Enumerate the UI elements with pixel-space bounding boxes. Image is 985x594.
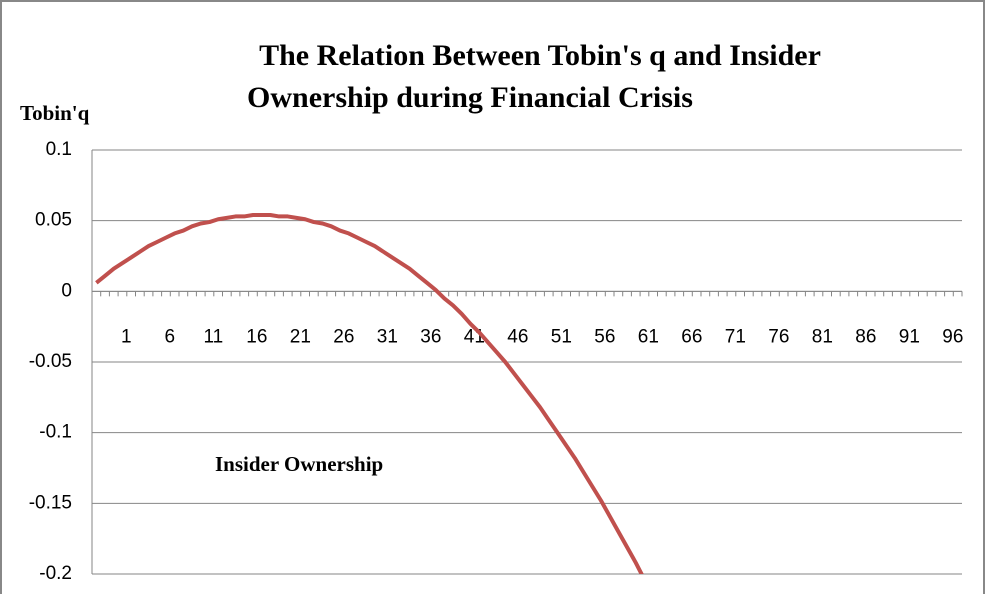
y-tick-label: 0.05	[35, 210, 72, 231]
x-tick-label: 31	[377, 326, 398, 347]
x-tick-label: 66	[681, 326, 702, 347]
y-tick-label: -0.15	[29, 492, 72, 513]
x-tick-label: 11	[203, 326, 223, 347]
y-tick-label: -0.05	[29, 351, 72, 372]
x-tick-label: 96	[942, 326, 963, 347]
y-tick-label: -0.1	[39, 422, 72, 443]
x-tick-label: 46	[507, 326, 528, 347]
y-tick-label: -0.2	[39, 563, 72, 584]
x-tick-label: 86	[855, 326, 876, 347]
x-tick-label: 21	[290, 326, 311, 347]
x-tick-label: 36	[420, 326, 441, 347]
plot-area	[95, 213, 644, 574]
y-axis-label: Tobin'q	[20, 101, 90, 125]
x-tick-label: 61	[638, 326, 659, 347]
chart-title: The Relation Between Tobin's q and Insid…	[259, 39, 821, 72]
x-tick-label: 26	[333, 326, 354, 347]
x-tick-label: 6	[165, 326, 176, 347]
x-tick-label: 51	[551, 326, 572, 347]
x-tick-label: 76	[768, 326, 789, 347]
x-tick-label: 56	[594, 326, 615, 347]
x-axis-label: Insider Ownership	[215, 452, 383, 476]
y-tick-label: 0.1	[46, 139, 72, 160]
x-tick-label: 16	[246, 326, 267, 347]
data-line	[95, 213, 644, 574]
x-tick-label: 91	[899, 326, 920, 347]
chart-title: Ownership during Financial Crisis	[247, 81, 693, 114]
y-tick-label: 0	[61, 280, 72, 301]
x-tick-label: 1	[121, 326, 132, 347]
x-tick-label: 71	[725, 326, 746, 347]
x-tick-label: 81	[812, 326, 833, 347]
